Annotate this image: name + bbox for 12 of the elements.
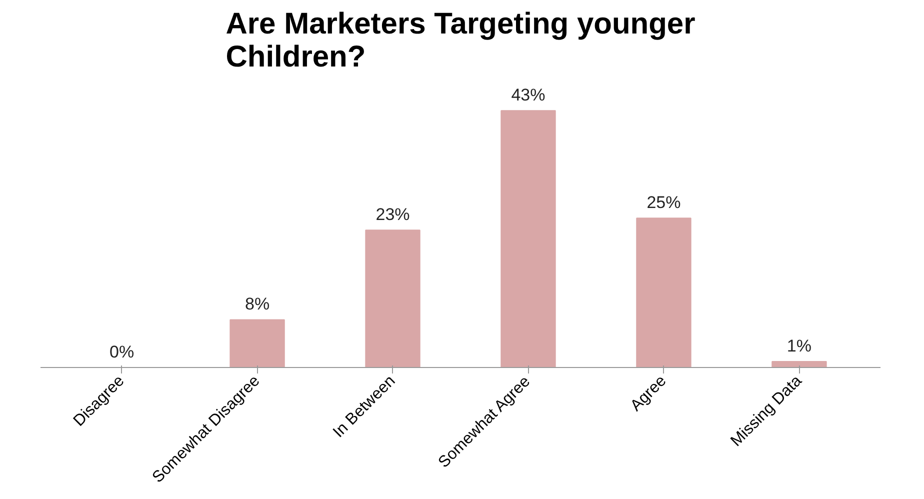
- bar: [230, 319, 285, 368]
- bar: [636, 218, 692, 368]
- data-label: 0%: [110, 342, 134, 362]
- bar: [365, 230, 420, 368]
- data-label: 43%: [511, 86, 546, 105]
- data-label: 25%: [646, 193, 681, 212]
- chart-title: Are Marketers Targeting younger Children?: [226, 8, 696, 74]
- bar: [500, 110, 556, 368]
- data-label: 8%: [244, 294, 270, 314]
- bar: [772, 361, 827, 368]
- data-label: 23%: [376, 205, 410, 224]
- data-label: 1%: [786, 336, 812, 356]
